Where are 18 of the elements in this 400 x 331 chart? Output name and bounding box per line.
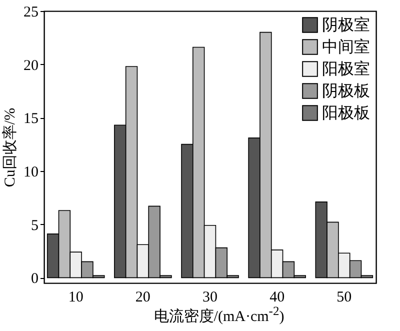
legend-label: 阳极室 <box>322 60 370 78</box>
y-tick-label: 10 <box>24 164 38 180</box>
y-tick-label: 20 <box>24 58 38 74</box>
legend-label: 阳极板 <box>322 105 370 122</box>
x-tick-label: 30 <box>202 290 218 306</box>
x-tick-label: 50 <box>336 290 352 306</box>
legend-label: 阴极板 <box>322 83 370 100</box>
y-tick-label: 0 <box>31 271 38 288</box>
x-axis-title: 电流密度/(mA·cm$^{-2}$) <box>152 304 286 326</box>
x-tick-label: 10 <box>68 290 84 306</box>
legend-label: 中间室 <box>322 38 370 56</box>
x-tick-label: 40 <box>270 290 285 306</box>
y-tick-label: 25 <box>24 4 38 20</box>
legend-label: 阴极室 <box>322 16 370 34</box>
y-tick-label: 5 <box>31 218 38 234</box>
x-tick-label: 20 <box>135 290 150 306</box>
y-tick-label: 15 <box>24 111 38 128</box>
y-axis-title: Cu回收率/% <box>2 108 18 188</box>
